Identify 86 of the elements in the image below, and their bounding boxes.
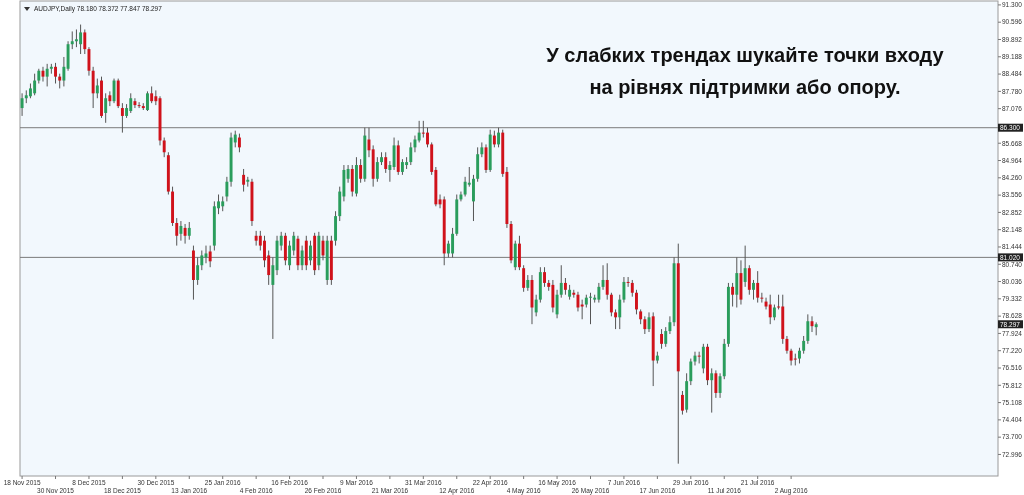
candlestick <box>33 73 37 96</box>
candlestick <box>112 78 116 104</box>
candlestick <box>62 56 66 87</box>
candlestick <box>551 279 555 313</box>
candlestick <box>375 156 379 183</box>
candlestick <box>196 256 200 286</box>
candlestick <box>618 294 622 330</box>
candlestick <box>91 66 95 109</box>
candlestick <box>735 256 739 308</box>
candlestick <box>83 28 87 55</box>
candlestick <box>20 92 24 117</box>
candlestick <box>472 174 475 222</box>
candlestick <box>635 289 638 315</box>
candlestick <box>120 102 124 134</box>
candlestick <box>254 230 258 247</box>
candlestick <box>108 90 112 107</box>
candlestick <box>752 279 755 301</box>
candlestick <box>522 264 526 293</box>
candlestick <box>597 282 601 304</box>
candlestick <box>622 276 626 304</box>
candlestick <box>392 137 396 171</box>
candlestick <box>133 97 137 109</box>
candlestick <box>701 343 705 374</box>
candlestick <box>359 158 363 184</box>
candlestick <box>426 127 429 148</box>
candlestick <box>614 308 618 330</box>
candlestick <box>79 24 83 55</box>
candlestick <box>760 292 764 304</box>
candlestick <box>183 223 187 245</box>
candlestick <box>710 367 714 414</box>
candlestick <box>208 245 212 268</box>
candlestick <box>601 264 605 291</box>
candlestick <box>664 326 668 348</box>
candlestick <box>714 369 718 399</box>
candlestick <box>680 390 684 416</box>
candlestick <box>225 176 229 202</box>
candlestick <box>179 220 183 242</box>
candlestick <box>559 264 563 299</box>
candlestick <box>806 313 810 345</box>
candlestick <box>175 217 179 247</box>
candlestick <box>54 62 57 84</box>
candlestick <box>237 133 241 153</box>
candlestick <box>271 256 275 340</box>
candlestick <box>409 141 413 166</box>
candlestick <box>95 78 99 99</box>
candlestick <box>517 235 521 271</box>
candlestick <box>768 294 772 325</box>
candlestick <box>589 292 592 325</box>
candlestick <box>626 276 630 288</box>
candlestick <box>388 160 392 183</box>
candlestick <box>350 164 354 197</box>
candlestick <box>743 245 747 288</box>
candlestick <box>609 292 613 317</box>
candlestick <box>288 240 292 271</box>
candlestick <box>129 92 133 114</box>
candlestick <box>309 240 312 266</box>
candlestick <box>555 289 559 319</box>
candlestick <box>580 299 584 320</box>
candlestick <box>104 92 108 124</box>
candlestick <box>384 151 388 174</box>
candlestick <box>747 264 751 296</box>
candlestick <box>689 358 693 386</box>
candlestick <box>451 227 455 258</box>
candlestick <box>756 270 760 304</box>
candlestick <box>87 46 91 77</box>
candlestick <box>146 90 149 112</box>
candlestick <box>417 120 421 143</box>
candlestick <box>668 315 672 335</box>
candlestick <box>300 245 304 271</box>
candlestick <box>534 294 538 317</box>
candlestick <box>576 291 580 312</box>
candlestick <box>543 266 546 288</box>
candlestick <box>718 372 722 399</box>
candlestick <box>242 168 246 193</box>
candlestick <box>137 101 141 109</box>
candlestick <box>463 176 467 197</box>
candlestick <box>660 328 664 350</box>
candlestick <box>605 262 609 301</box>
candlestick <box>413 135 417 153</box>
candlestick <box>497 127 501 148</box>
candlestick <box>45 63 49 87</box>
annotation: У слабких трендах шукайте точки входу на рівнях підтримки або опору. <box>546 44 945 98</box>
candlestick <box>162 137 166 158</box>
candlestick <box>513 240 517 271</box>
candlestick <box>200 250 204 271</box>
candlestick <box>731 282 735 307</box>
